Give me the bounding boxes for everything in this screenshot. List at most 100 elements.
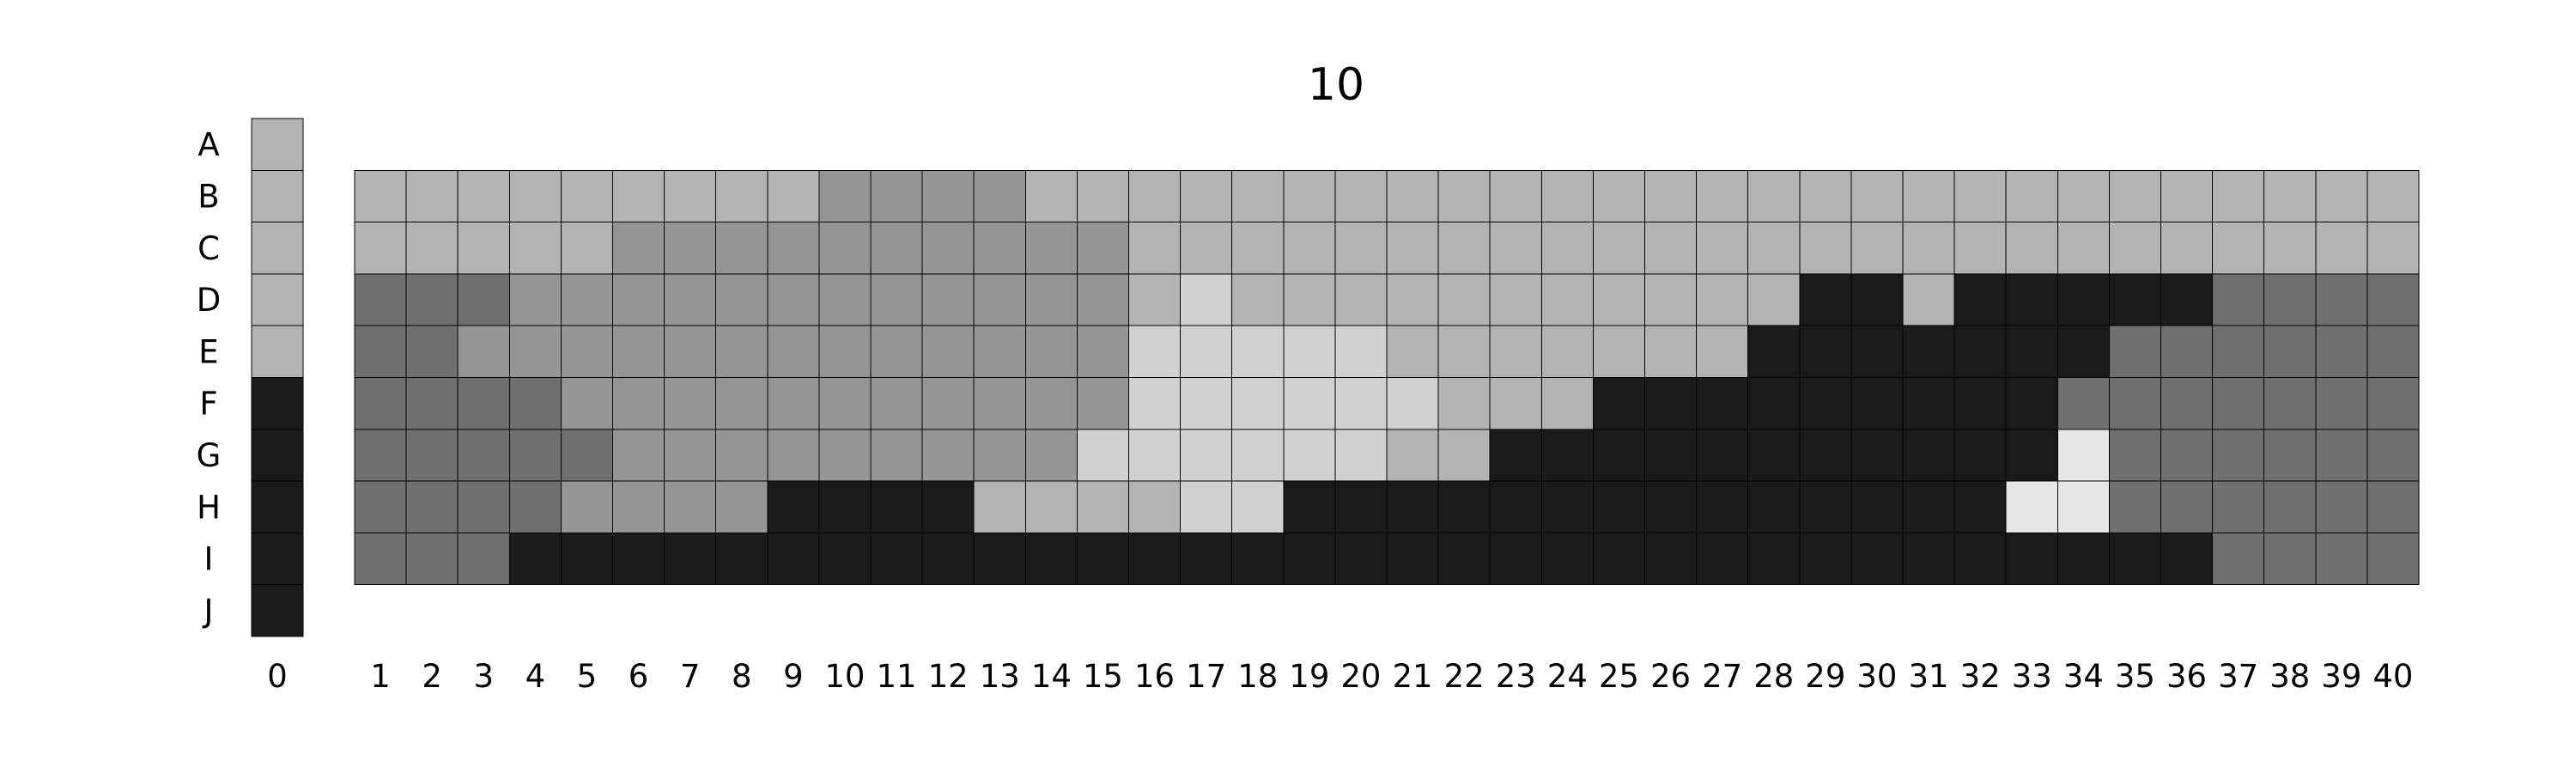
cell-H-39 — [2315, 480, 2368, 533]
cell-F-21 — [1386, 377, 1439, 430]
cell-C-30 — [1850, 222, 1904, 275]
cell-D-35 — [2108, 273, 2161, 326]
cell-I-31 — [1902, 532, 1955, 586]
cell-E-2 — [405, 325, 459, 379]
cell-D-25 — [1592, 273, 1646, 326]
cell-I-5 — [560, 532, 614, 586]
cell-H-11 — [870, 480, 923, 533]
column-label-21: 21 — [1393, 658, 1433, 695]
column-label-8: 8 — [732, 658, 752, 695]
cell-F-7 — [664, 377, 717, 430]
cell-G-30 — [1850, 429, 1904, 482]
cell-G-23 — [1489, 429, 1542, 482]
cell-G-26 — [1644, 429, 1698, 482]
cell-I-10 — [818, 532, 872, 586]
cell-G-10 — [818, 429, 872, 482]
cell-C-35 — [2108, 222, 2161, 275]
cell-I-21 — [1386, 532, 1439, 586]
cell-D-2 — [405, 273, 459, 326]
column-label-22: 22 — [1444, 658, 1485, 695]
cell-H-17 — [1180, 480, 1233, 533]
cell-D-20 — [1334, 273, 1388, 326]
cell-B-22 — [1437, 169, 1491, 223]
cell-B-5 — [560, 169, 614, 223]
cell-F-19 — [1283, 377, 1336, 430]
cell-E-35 — [2108, 325, 2161, 379]
cell-E-12 — [921, 325, 975, 379]
cell-D-22 — [1437, 273, 1491, 326]
cell-H-8 — [715, 480, 769, 533]
column-label-29: 29 — [1805, 658, 1845, 695]
column-label-20: 20 — [1340, 658, 1381, 695]
cell-C-34 — [2057, 222, 2110, 275]
cell-I-26 — [1644, 532, 1698, 586]
cell-H-9 — [767, 480, 820, 533]
cell-D-9 — [767, 273, 820, 326]
cell-I-18 — [1231, 532, 1285, 586]
cell-H-7 — [664, 480, 717, 533]
cell-I-33 — [2005, 532, 2058, 586]
cell-I-6 — [612, 532, 665, 586]
cell-D-27 — [1696, 273, 1749, 326]
cell-F-26 — [1644, 377, 1698, 430]
cell-E-3 — [457, 325, 510, 379]
chart-title: 10 — [1308, 59, 1364, 111]
cell-C-20 — [1334, 222, 1388, 275]
cell-F-13 — [973, 377, 1026, 430]
cell-H-21 — [1386, 480, 1439, 533]
cell-D-38 — [2263, 273, 2317, 326]
cell-F-20 — [1334, 377, 1388, 430]
cell-E-38 — [2263, 325, 2317, 379]
cell-F-10 — [818, 377, 872, 430]
cell-G-21 — [1386, 429, 1439, 482]
cell-H-19 — [1283, 480, 1336, 533]
cell-B-2 — [405, 169, 459, 223]
cell-H-37 — [2212, 480, 2265, 533]
cell-B-33 — [2005, 169, 2058, 223]
cell-E-18 — [1231, 325, 1285, 379]
cell-I-2 — [405, 532, 459, 586]
cell-H-0 — [251, 480, 304, 533]
cell-I-3 — [457, 532, 510, 586]
cell-G-14 — [1024, 429, 1078, 482]
cell-G-31 — [1902, 429, 1955, 482]
cell-C-26 — [1644, 222, 1698, 275]
cell-G-11 — [870, 429, 923, 482]
column-label-13: 13 — [980, 658, 1020, 695]
cell-C-38 — [2263, 222, 2317, 275]
cell-G-28 — [1747, 429, 1801, 482]
column-label-19: 19 — [1289, 658, 1329, 695]
cell-F-16 — [1128, 377, 1182, 430]
cell-C-32 — [1953, 222, 2007, 275]
grid-cells — [354, 169, 2420, 586]
cell-B-14 — [1024, 169, 1078, 223]
cell-I-17 — [1180, 532, 1233, 586]
cell-C-37 — [2212, 222, 2265, 275]
cell-G-13 — [973, 429, 1026, 482]
cell-E-19 — [1283, 325, 1336, 379]
cell-H-4 — [508, 480, 562, 533]
cell-F-24 — [1540, 377, 1594, 430]
cell-F-30 — [1850, 377, 1904, 430]
column-labels: 0 1 2 3 4 5 6 7 8 9 10 11 12 13 14 15 16 17 18 19 20 21 22 23 24… — [267, 658, 2413, 695]
column-label-40: 40 — [2372, 658, 2413, 695]
cell-B-21 — [1386, 169, 1439, 223]
cell-H-36 — [2160, 480, 2214, 533]
cell-F-9 — [767, 377, 820, 430]
cell-A-0 — [251, 118, 304, 171]
cell-H-31 — [1902, 480, 1955, 533]
cell-H-14 — [1024, 480, 1078, 533]
cell-B-23 — [1489, 169, 1542, 223]
cell-H-32 — [1953, 480, 2007, 533]
cell-H-26 — [1644, 480, 1698, 533]
cell-E-31 — [1902, 325, 1955, 379]
cell-G-32 — [1953, 429, 2007, 482]
cell-I-24 — [1540, 532, 1594, 586]
cell-I-29 — [1799, 532, 1852, 586]
cell-F-32 — [1953, 377, 2007, 430]
cell-E-27 — [1696, 325, 1749, 379]
column-label-10: 10 — [824, 658, 865, 695]
cell-F-14 — [1024, 377, 1078, 430]
